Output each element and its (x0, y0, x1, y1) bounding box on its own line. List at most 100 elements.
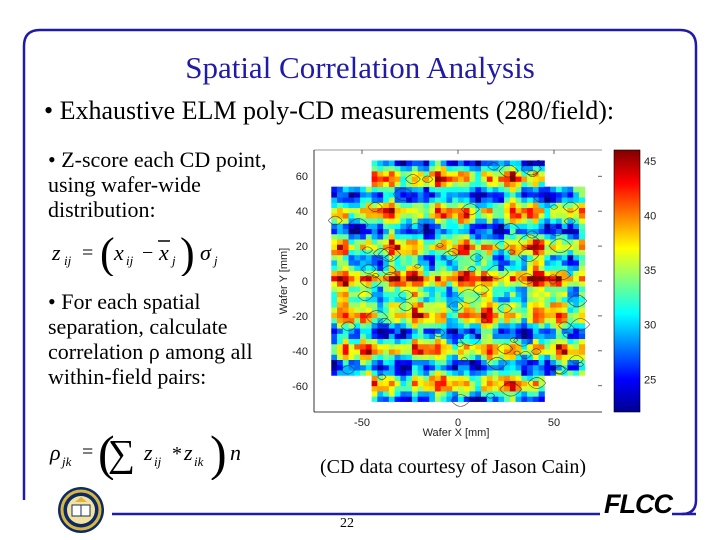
heatmap-cell (417, 291, 424, 298)
contour-line (383, 271, 399, 282)
heatmap-cell (458, 254, 465, 261)
heatmap-cell (527, 239, 534, 245)
heatmap-cell (469, 380, 476, 387)
heatmap-cell (411, 354, 419, 360)
heatmap-cell (400, 354, 407, 360)
contour-line (361, 264, 377, 274)
heatmap-cell (423, 223, 430, 229)
heatmap-cell (469, 260, 476, 266)
heatmap-cell (538, 328, 545, 334)
heatmap-cell (411, 322, 419, 329)
heatmap-cell (544, 338, 551, 345)
heatmap-cell (538, 281, 545, 287)
heatmap-cell (411, 370, 419, 376)
contour-line (562, 331, 572, 338)
heatmap-cell (527, 396, 534, 402)
heatmap-cell (486, 270, 493, 277)
heatmap-cell (463, 317, 470, 324)
heatmap-cell (446, 191, 453, 198)
heatmap-cell (371, 186, 378, 193)
heatmap-cell (486, 186, 493, 193)
heatmap-cell (515, 265, 522, 271)
heatmap-cell (538, 254, 545, 261)
heatmap-cell (354, 186, 361, 193)
heatmap-cell (515, 385, 522, 392)
heatmap-cell (377, 375, 384, 381)
heatmap-cell (463, 165, 470, 172)
heatmap-cell (440, 291, 447, 298)
heatmap-cell (469, 333, 476, 340)
heatmap-cell (371, 160, 378, 167)
heatmap-cell (527, 244, 534, 250)
bullet-zscore: • Z-score each CD point, using wafer-wid… (48, 147, 267, 222)
heatmap-cell (342, 202, 349, 209)
heatmap-cell (417, 239, 424, 245)
heatmap-cell (498, 364, 505, 371)
heatmap-cell (538, 307, 545, 313)
heatmap-cell (417, 207, 424, 214)
heatmap-cell (544, 275, 551, 282)
heatmap-cell (492, 296, 499, 303)
contour-line (498, 164, 519, 178)
heatmap-cell (469, 291, 476, 298)
heatmap-cell (348, 191, 355, 198)
heatmap-cell (475, 333, 482, 340)
heatmap-cell (452, 260, 459, 266)
heatmap-cell (544, 349, 551, 355)
heatmap-cell (463, 186, 470, 193)
heatmap-cell (354, 312, 361, 319)
heatmap-cell (337, 307, 344, 313)
heatmap-cell (567, 333, 574, 340)
heatmap-cell (365, 249, 372, 256)
heatmap-cell (578, 212, 586, 219)
heatmap-cell (538, 375, 545, 381)
heatmap-cell (354, 265, 361, 271)
contour-line (527, 377, 547, 389)
contour-line (569, 354, 584, 365)
contour-line (548, 238, 572, 254)
heatmap-cell (365, 260, 372, 266)
heatmap-cell (521, 260, 528, 266)
heatmap-cell (411, 223, 419, 229)
heatmap-cell (555, 218, 563, 224)
heatmap-cell (492, 322, 499, 329)
heatmap-cell (567, 218, 574, 224)
heatmap-cell (469, 186, 476, 193)
heatmap-cell (411, 228, 419, 235)
heatmap-cell (463, 207, 470, 214)
heatmap-cell (360, 270, 367, 277)
heatmap-cell (348, 364, 355, 371)
heatmap-cell (481, 228, 488, 235)
heatmap-cell (365, 349, 372, 355)
heatmap-cell (532, 207, 540, 214)
contour-line (555, 269, 572, 280)
heatmap-cell (371, 223, 378, 229)
heatmap-cell (417, 191, 424, 198)
heatmap-cell (469, 207, 476, 214)
heatmap-cell (515, 312, 522, 319)
heatmap-cell (550, 286, 557, 292)
colorbar-tick-label: 35 (644, 265, 656, 277)
formula-z-sigma: σ (200, 240, 212, 265)
heatmap-cell (446, 349, 453, 355)
heatmap-cell (538, 322, 545, 329)
contour-line (367, 202, 383, 212)
heatmap-cell (504, 260, 511, 266)
heatmap-cell (411, 260, 419, 266)
heatmap-cell (469, 343, 476, 350)
heatmap-cell (509, 333, 516, 340)
heatmap-cell (486, 233, 493, 240)
heatmap-cell (394, 338, 401, 345)
heatmap-cell (475, 380, 482, 387)
heatmap-cell (429, 301, 436, 308)
heatmap-cell (492, 281, 499, 287)
heatmap-cell (469, 239, 476, 245)
heatmap-cell (504, 328, 511, 334)
heatmap-cell (463, 359, 470, 366)
heatmap-cell (411, 165, 419, 172)
heatmap-cell (446, 254, 453, 261)
heatmap-cell (452, 317, 459, 324)
heatmap-cell (383, 375, 390, 381)
heatmap-cell (423, 343, 430, 350)
heatmap-cell (550, 270, 557, 277)
